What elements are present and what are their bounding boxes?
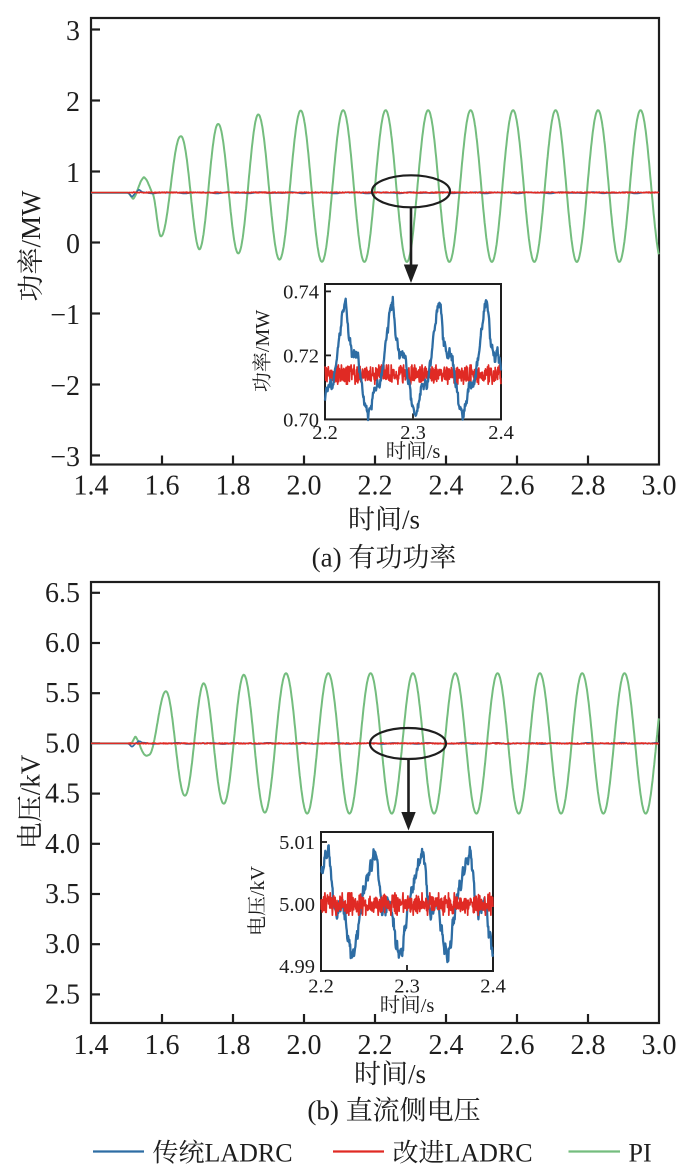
svg-text:/kV: /kV [247, 865, 269, 896]
svg-text:(b): (b) [307, 1096, 338, 1126]
svg-text:3.0: 3.0 [642, 1030, 677, 1061]
svg-text:−2: −2 [50, 371, 80, 402]
svg-text:6.5: 6.5 [45, 578, 80, 609]
svg-text:2.2: 2.2 [358, 471, 393, 502]
svg-text:/MW: /MW [252, 310, 274, 352]
svg-text:1.4: 1.4 [74, 1030, 109, 1061]
svg-text:1.6: 1.6 [145, 1030, 180, 1061]
svg-text:2.4: 2.4 [429, 471, 464, 502]
svg-text:LADRC: LADRC [445, 1139, 533, 1168]
svg-text:3.0: 3.0 [45, 929, 80, 960]
svg-text:/kV: /kV [16, 754, 46, 795]
svg-text:2.0: 2.0 [287, 1030, 322, 1061]
svg-text:2.0: 2.0 [287, 471, 322, 502]
svg-text:2.5: 2.5 [45, 979, 80, 1010]
svg-text:3: 3 [66, 16, 80, 47]
svg-text:0.70: 0.70 [283, 409, 319, 431]
svg-text:2.3: 2.3 [394, 976, 420, 998]
svg-text:2: 2 [66, 87, 80, 118]
svg-text:2.2: 2.2 [312, 422, 338, 444]
svg-text:2.2: 2.2 [358, 1030, 393, 1061]
svg-text:5.0: 5.0 [45, 728, 80, 759]
svg-text:5.5: 5.5 [45, 678, 80, 709]
svg-text:1.8: 1.8 [216, 471, 251, 502]
svg-text:1.8: 1.8 [216, 1030, 251, 1061]
svg-text:2.6: 2.6 [500, 1030, 535, 1061]
svg-text:/s: /s [408, 1059, 426, 1089]
svg-text:2.3: 2.3 [400, 422, 426, 444]
svg-text:−3: −3 [50, 442, 80, 473]
svg-text:1.6: 1.6 [145, 471, 180, 502]
svg-text:0.72: 0.72 [283, 345, 319, 367]
svg-text:6.0: 6.0 [45, 628, 80, 659]
svg-text:/s: /s [421, 995, 435, 1017]
svg-text:4.5: 4.5 [45, 779, 80, 810]
svg-text:LADRC: LADRC [205, 1139, 293, 1168]
svg-text:5.00: 5.00 [279, 894, 315, 916]
svg-text:3.5: 3.5 [45, 879, 80, 910]
svg-text:2.2: 2.2 [308, 976, 334, 998]
svg-text:4.99: 4.99 [279, 956, 315, 978]
svg-text:0.74: 0.74 [283, 281, 319, 303]
svg-text:2.6: 2.6 [500, 471, 535, 502]
svg-text:2.4: 2.4 [480, 976, 506, 998]
svg-text:2.4: 2.4 [429, 1030, 464, 1061]
svg-text:5.01: 5.01 [279, 832, 315, 854]
svg-text:2.8: 2.8 [571, 1030, 606, 1061]
svg-text:PI: PI [629, 1139, 652, 1168]
svg-text:/MW: /MW [16, 190, 46, 248]
svg-text:−1: −1 [50, 300, 80, 331]
svg-text:(a): (a) [312, 543, 342, 573]
svg-text:2.8: 2.8 [571, 471, 606, 502]
svg-text:4.0: 4.0 [45, 829, 80, 860]
svg-text:3.0: 3.0 [642, 471, 677, 502]
svg-text:0: 0 [66, 229, 80, 260]
svg-text:2.4: 2.4 [488, 422, 514, 444]
svg-text:/s: /s [427, 441, 441, 463]
svg-text:1: 1 [66, 158, 80, 189]
svg-text:1.4: 1.4 [74, 471, 109, 502]
svg-text:/s: /s [402, 505, 420, 535]
